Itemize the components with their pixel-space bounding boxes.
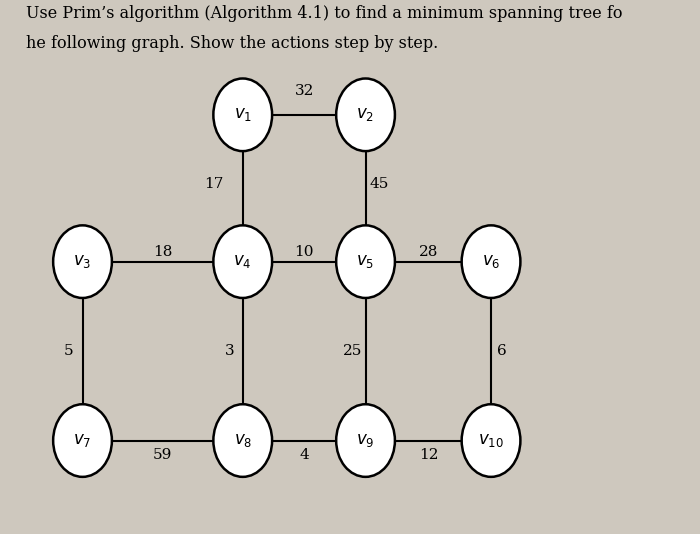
Ellipse shape <box>336 225 395 298</box>
Text: 12: 12 <box>419 448 438 462</box>
Text: $v_{10}$: $v_{10}$ <box>478 432 504 449</box>
Ellipse shape <box>53 225 112 298</box>
Text: 6: 6 <box>497 344 507 358</box>
Ellipse shape <box>462 225 520 298</box>
Text: $v_{4}$: $v_{4}$ <box>234 253 252 270</box>
Text: $v_{2}$: $v_{2}$ <box>356 106 374 123</box>
Text: 45: 45 <box>369 177 389 191</box>
Text: 10: 10 <box>295 245 314 259</box>
Text: 5: 5 <box>63 344 73 358</box>
Text: 59: 59 <box>153 448 172 462</box>
Text: $v_{3}$: $v_{3}$ <box>74 253 92 270</box>
Text: 17: 17 <box>204 177 223 191</box>
Text: 28: 28 <box>419 245 438 259</box>
Text: 32: 32 <box>295 84 314 98</box>
Text: 25: 25 <box>342 344 362 358</box>
Text: $v_{7}$: $v_{7}$ <box>74 432 92 449</box>
Ellipse shape <box>336 78 395 151</box>
Text: he following graph. Show the actions step by step.: he following graph. Show the actions ste… <box>27 35 439 52</box>
Text: 4: 4 <box>300 448 309 462</box>
Text: $v_{8}$: $v_{8}$ <box>234 432 252 449</box>
Text: $v_{9}$: $v_{9}$ <box>356 432 374 449</box>
Text: Use Prim’s algorithm (Algorithm 4.1) to find a minimum spanning tree fo: Use Prim’s algorithm (Algorithm 4.1) to … <box>27 5 623 22</box>
Ellipse shape <box>336 404 395 477</box>
Ellipse shape <box>214 78 272 151</box>
Text: 18: 18 <box>153 245 172 259</box>
Ellipse shape <box>53 404 112 477</box>
Ellipse shape <box>214 404 272 477</box>
Ellipse shape <box>462 404 520 477</box>
Text: $v_{6}$: $v_{6}$ <box>482 253 500 270</box>
Ellipse shape <box>214 225 272 298</box>
Text: $v_{1}$: $v_{1}$ <box>234 106 252 123</box>
Text: $v_{5}$: $v_{5}$ <box>356 253 374 270</box>
Text: 3: 3 <box>225 344 235 358</box>
